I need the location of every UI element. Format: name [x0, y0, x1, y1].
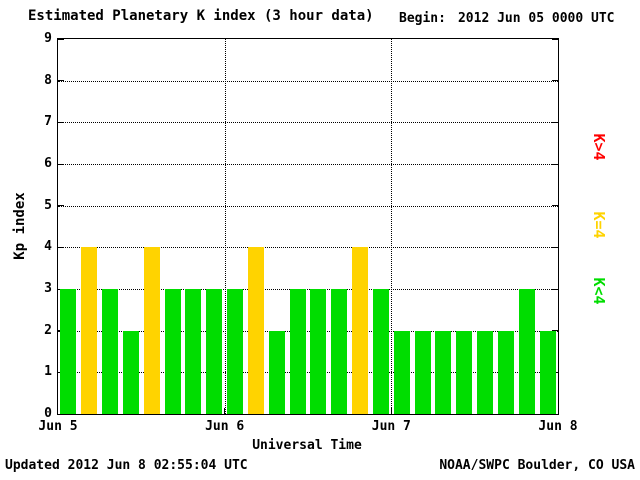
- y-tick-label: 7: [44, 114, 52, 130]
- gridline-horizontal: [58, 330, 558, 332]
- y-axis-tick: [58, 205, 64, 207]
- gridline-vertical: [224, 39, 226, 414]
- y-axis-tick: [552, 413, 558, 415]
- kp-bar: [143, 247, 160, 414]
- kp-bar: [81, 247, 98, 414]
- kp-bar: [456, 330, 473, 414]
- kp-bar: [331, 289, 348, 414]
- y-axis-tick: [58, 121, 64, 123]
- gridline-horizontal: [58, 247, 558, 249]
- kp-bar: [518, 289, 535, 414]
- kp-bar: [310, 289, 327, 414]
- gridline-vertical: [391, 39, 393, 414]
- kp-bar: [247, 247, 264, 414]
- plot-area: 0 1 2 3 4 5 6 7 8 9 Jun 5 Jun 6 Jun 7 Jun 8: [38, 31, 577, 434]
- kp-bar: [185, 289, 202, 414]
- y-axis-tick: [552, 288, 558, 290]
- kp-bar: [352, 247, 369, 414]
- gridline-horizontal: [58, 372, 558, 374]
- y-axis-tick: [58, 246, 64, 248]
- gridline-horizontal: [58, 205, 558, 207]
- x-tick-label: Jun 7: [371, 419, 411, 434]
- kp-bar: [393, 330, 410, 414]
- kp-bar: [372, 289, 389, 414]
- y-axis-tick: [552, 246, 558, 248]
- y-tick-label: 9: [44, 31, 52, 46]
- y-axis-tick: [552, 121, 558, 123]
- y-axis-tick: [552, 80, 558, 82]
- kp-bar: [206, 289, 223, 414]
- kp-bar: [289, 289, 306, 414]
- kp-bar: [497, 330, 514, 414]
- y-tick-label: 8: [44, 72, 52, 88]
- y-tick-label: 0: [44, 406, 52, 421]
- chart-title: Estimated Planetary K index (3 hour data…: [28, 8, 374, 24]
- y-axis-tick: [552, 330, 558, 332]
- gridline-horizontal: [58, 289, 558, 290]
- kp-bar: [435, 330, 452, 414]
- kp-bar: [102, 289, 119, 414]
- begin-timestamp: Begin: 2012 Jun 05 0000 UTC: [399, 11, 615, 26]
- source-credit: NOAA/SWPC Boulder, CO USA: [439, 458, 635, 473]
- y-tick-label: 6: [44, 156, 52, 171]
- kp-bar: [414, 330, 431, 414]
- x-tick-label: Jun 5: [38, 419, 78, 434]
- x-tick-label: Jun 8: [538, 419, 578, 434]
- x-tick-label: Jun 6: [205, 419, 245, 434]
- y-axis-tick: [58, 80, 64, 82]
- gridline-horizontal: [58, 164, 558, 165]
- y-tick-label: 5: [44, 197, 52, 213]
- kp-bar: [268, 330, 285, 414]
- y-tick-label: 2: [44, 322, 52, 338]
- x-axis-tick: [390, 408, 392, 414]
- x-axis-tick: [224, 408, 226, 414]
- y-tick-label: 1: [44, 364, 52, 380]
- kp-bar: [477, 330, 494, 414]
- gridline-horizontal: [58, 80, 558, 82]
- kp-bar: [164, 289, 181, 414]
- x-axis-title: Universal Time: [252, 438, 362, 453]
- begin-value: 2012 Jun 05 0000 UTC: [457, 11, 615, 26]
- y-axis-tick: [552, 205, 558, 207]
- updated-timestamp: Updated 2012 Jun 8 02:55:04 UTC: [5, 458, 248, 473]
- y-tick-label: 4: [44, 239, 52, 255]
- y-axis-tick: [58, 38, 64, 40]
- kp-bar: [539, 330, 556, 414]
- kp-bar: [227, 289, 244, 414]
- begin-label: Begin:: [399, 11, 446, 26]
- kp-bar: [122, 330, 139, 414]
- y-tick-label: 3: [44, 281, 52, 296]
- legend-k-gt-4: K>4: [590, 133, 608, 161]
- y-axis-tick: [552, 38, 558, 40]
- kp-bar: [60, 289, 77, 414]
- gridline-horizontal: [58, 122, 558, 124]
- legend-k-eq-4: K=4: [590, 211, 608, 239]
- legend-k-lt-4: K<4: [590, 277, 608, 305]
- y-axis-tick: [552, 163, 558, 165]
- y-axis-tick: [58, 413, 64, 415]
- y-axis-tick: [58, 163, 64, 165]
